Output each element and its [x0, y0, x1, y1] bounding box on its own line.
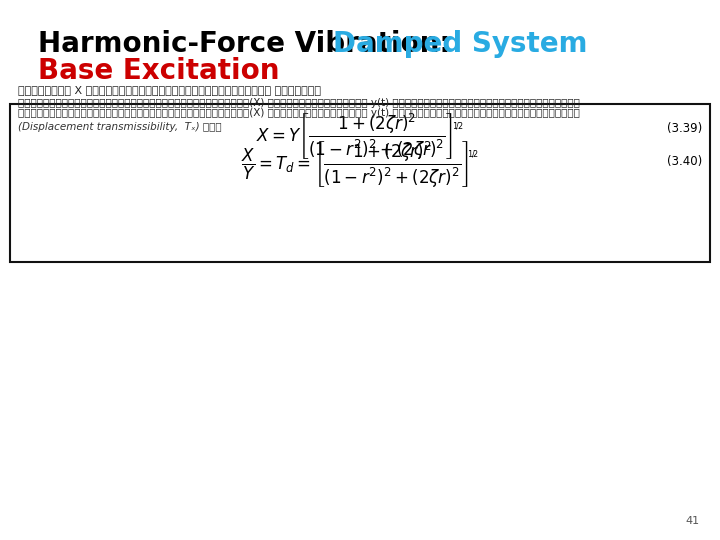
- Text: อัตราส่วนของขนาดการสั่นของผลเฉลยเฉพาะ(X) กับการสั่นที่ฐาน y(t) เราเรียกว่าการส่ง: อัตราส่วนของขนาดการสั่นของผลเฉลยเฉพาะ(X)…: [18, 98, 580, 108]
- Text: (3.39): (3.39): [667, 122, 702, 135]
- Text: (Displacement transmissibility,  Tₓ) คือ: (Displacement transmissibility, Tₓ) คือ: [18, 122, 222, 132]
- Text: $X = Y\left[\dfrac{1+(2\zeta r)^{2}}{(1-r^{2})^{2}+(2\zeta r)^{2}}\right]^{\!\!{: $X = Y\left[\dfrac{1+(2\zeta r)^{2}}{(1-…: [256, 112, 464, 162]
- Text: กำหนดให้ X คือขนาดการสั่นของผลเฉลยเฉพาะ ดังนั้น: กำหนดให้ X คือขนาดการสั่นของผลเฉลยเฉพาะ …: [18, 85, 321, 95]
- Text: Base Excitation: Base Excitation: [38, 57, 279, 85]
- Bar: [10, 104, 710, 262]
- Text: Damped System: Damped System: [333, 30, 588, 58]
- Text: 41: 41: [686, 516, 700, 526]
- Text: Harmonic-Force Vibration:: Harmonic-Force Vibration:: [38, 30, 451, 58]
- Text: $\dfrac{X}{Y} = T_{d} = \left[\dfrac{1+(2\zeta r)^{2}}{(1-r^{2})^{2}+(2\zeta r)^: $\dfrac{X}{Y} = T_{d} = \left[\dfrac{1+(…: [241, 140, 479, 190]
- Text: (3.40): (3.40): [667, 155, 702, 168]
- Text: อัตราส่วนของขนาดการสั่นของผลเฉลยเฉพาะ(X) กับการสั่นที่ฐาน y(t) เราเรียกว่าการส่ง: อัตราส่วนของขนาดการสั่นของผลเฉลยเฉพาะ(X)…: [18, 108, 580, 118]
